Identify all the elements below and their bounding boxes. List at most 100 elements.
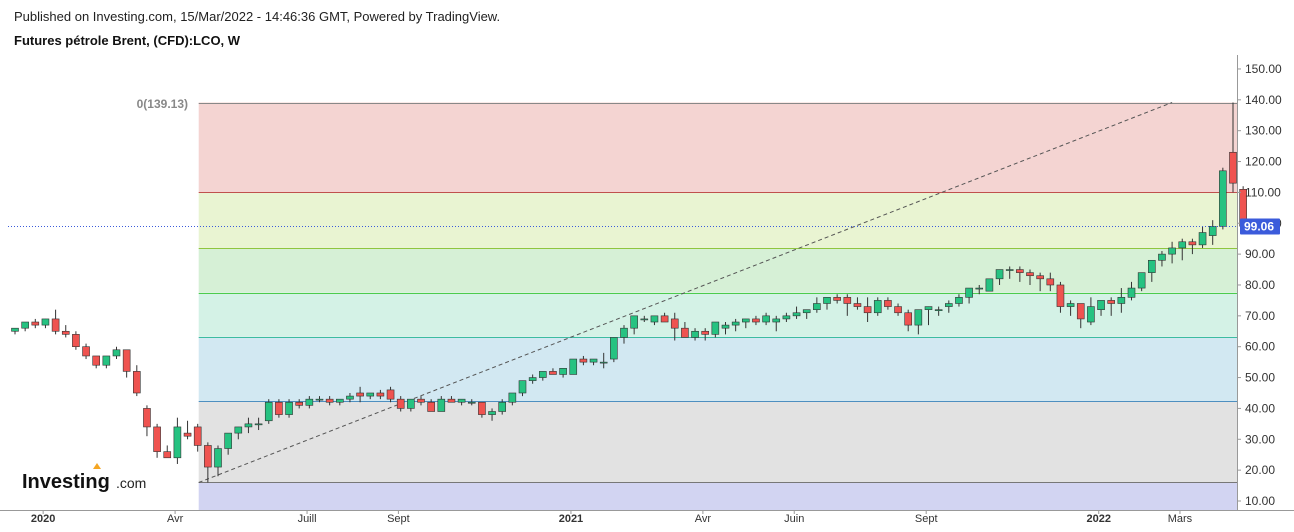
candle xyxy=(599,352,608,369)
candle-body xyxy=(975,287,984,290)
x-tick-label: Avr xyxy=(695,513,712,525)
candle-body xyxy=(51,318,60,332)
candle-body xyxy=(752,318,760,323)
candle xyxy=(965,287,973,304)
y-tick-label: 50.00 xyxy=(1245,371,1275,385)
candle-body xyxy=(569,358,578,375)
candle-body xyxy=(61,330,70,335)
investing-logo: Investing .com xyxy=(22,463,146,493)
candle-body xyxy=(904,312,913,326)
candle xyxy=(1219,167,1227,230)
candle xyxy=(802,309,811,319)
candle xyxy=(193,423,202,452)
candle xyxy=(1229,102,1237,193)
x-tick-label: 2022 xyxy=(1087,513,1111,525)
current-price-badge xyxy=(1240,218,1280,235)
candle-body xyxy=(254,423,263,426)
candle-body xyxy=(488,411,496,415)
candle xyxy=(173,417,182,464)
x-tick-label: Sept xyxy=(915,513,938,525)
candle-body xyxy=(1178,241,1187,249)
candle-body xyxy=(305,398,314,406)
candle-body xyxy=(985,278,994,292)
candle xyxy=(792,306,801,319)
candle-body xyxy=(122,349,131,372)
candle xyxy=(457,398,466,406)
candle xyxy=(701,328,710,341)
candle xyxy=(538,371,547,381)
candle xyxy=(386,386,395,403)
candle-body xyxy=(467,401,476,404)
candle xyxy=(467,399,476,406)
candle-body xyxy=(944,303,953,307)
candle xyxy=(975,284,984,295)
candle xyxy=(884,297,892,310)
candle-body xyxy=(1219,170,1227,227)
candle-body xyxy=(1188,241,1197,246)
candle-body xyxy=(681,327,689,338)
candle xyxy=(660,312,669,323)
candle-body xyxy=(437,398,446,412)
candle xyxy=(934,306,943,316)
candle xyxy=(782,312,791,323)
candle-body xyxy=(1066,303,1075,307)
fib-trend-line xyxy=(198,102,1173,483)
candle xyxy=(1188,238,1197,255)
candle-body xyxy=(1036,275,1044,280)
candle xyxy=(955,294,963,307)
candle-body xyxy=(153,426,161,452)
fib-zone xyxy=(198,247,1238,293)
y-tick-label: 30.00 xyxy=(1245,432,1275,446)
candle xyxy=(721,322,730,335)
candle xyxy=(417,396,425,406)
candle-body xyxy=(1117,297,1126,304)
fib-zone xyxy=(198,401,1238,483)
candle-body xyxy=(610,337,618,360)
candle xyxy=(346,392,354,403)
candle xyxy=(376,389,385,400)
candle-body xyxy=(498,401,507,412)
candle-body xyxy=(407,398,415,409)
candle-body xyxy=(924,306,933,310)
candle-body xyxy=(853,303,862,307)
candle xyxy=(224,432,232,455)
candle xyxy=(244,417,253,434)
candle-body xyxy=(1198,232,1207,246)
candle xyxy=(691,328,699,341)
candle-body xyxy=(802,309,811,314)
candles xyxy=(11,102,1247,483)
candle-body xyxy=(660,315,669,323)
candle-body xyxy=(356,392,364,397)
candle-body xyxy=(234,426,243,434)
candle xyxy=(102,355,111,369)
candle xyxy=(873,297,882,316)
candle-body xyxy=(1137,272,1146,289)
fib-level-lines xyxy=(198,103,1237,483)
candle-body xyxy=(1076,303,1085,320)
y-tick-label: 130.00 xyxy=(1245,124,1282,138)
x-axis: 2020 Avr Juill Sept 2021 Avr Juin Sept 2022 Mars xyxy=(31,510,1193,525)
candle-body xyxy=(183,432,192,437)
candle-body xyxy=(873,300,882,314)
candle xyxy=(82,343,90,360)
candle xyxy=(356,386,364,403)
candle xyxy=(508,392,517,406)
candle xyxy=(153,423,161,458)
candle xyxy=(21,321,29,332)
candle xyxy=(112,346,121,360)
candle-body xyxy=(264,401,273,422)
svg-text:.com: .com xyxy=(116,475,146,491)
candle-body xyxy=(21,321,29,329)
candle xyxy=(853,297,862,310)
candle-body xyxy=(1208,226,1217,236)
candle-body xyxy=(1229,151,1237,184)
candle xyxy=(741,318,750,329)
y-tick-label: 150.00 xyxy=(1245,62,1282,76)
candle-body xyxy=(386,389,395,400)
candle xyxy=(681,322,689,338)
candle xyxy=(995,269,1004,285)
candle-body xyxy=(92,355,100,366)
candle-body xyxy=(143,408,151,428)
candle xyxy=(589,358,598,366)
